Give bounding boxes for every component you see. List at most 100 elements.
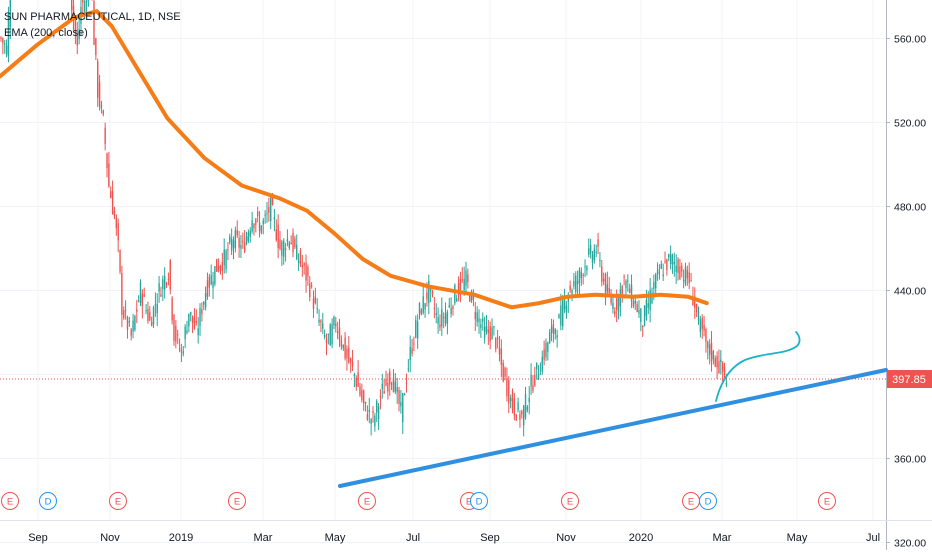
candle (552, 324, 555, 334)
candle (260, 225, 263, 233)
candle (348, 347, 350, 363)
candle (669, 253, 672, 265)
candle (400, 401, 402, 407)
earnings-marker[interactable]: E (561, 492, 579, 510)
candle (366, 414, 369, 420)
candle (422, 296, 424, 313)
candle (586, 266, 588, 271)
candle (256, 211, 259, 217)
candle (621, 286, 623, 295)
candle (377, 406, 380, 420)
candle (723, 366, 726, 376)
candle (569, 285, 571, 291)
candle (139, 282, 142, 304)
candle (359, 386, 361, 396)
event-marker-label: E (115, 497, 121, 508)
candle (210, 275, 212, 285)
candle (173, 315, 175, 341)
candle (307, 266, 309, 277)
candle (195, 320, 197, 323)
y-tick-label: 320.00 (894, 538, 926, 550)
candle (601, 266, 603, 282)
candle (227, 249, 229, 251)
event-marker-circle (1, 492, 19, 510)
chart-legend: SUN PHARMACEUTICAL, 1D, NSE EMA (200, cl… (4, 9, 181, 41)
candle (424, 303, 426, 310)
candle (245, 236, 248, 244)
candle (4, 43, 6, 45)
candle (106, 153, 108, 169)
candle (656, 269, 659, 275)
candle (152, 306, 155, 325)
candle (403, 394, 406, 396)
candle (429, 286, 432, 292)
candle (426, 292, 428, 300)
dividend-marker[interactable]: D (39, 492, 57, 510)
candle (322, 323, 324, 329)
candle (705, 329, 707, 342)
event-marker-circle (39, 492, 57, 510)
candle (418, 302, 421, 314)
candle (301, 265, 304, 268)
earnings-marker[interactable]: E (1, 492, 19, 510)
candle (550, 326, 553, 333)
candle (7, 13, 10, 57)
earnings-marker[interactable]: E (818, 492, 836, 510)
candle (143, 294, 145, 297)
candle (610, 296, 612, 304)
candle (5, 45, 8, 55)
candle (325, 339, 328, 344)
event-marker-label: D (476, 497, 483, 508)
candle (543, 349, 545, 360)
candle (182, 351, 184, 354)
candle (560, 305, 562, 326)
candle (351, 361, 354, 367)
candle (312, 298, 315, 309)
candle (340, 339, 343, 347)
candle (363, 390, 365, 403)
candle (84, 1, 86, 13)
event-marker-label: E (7, 497, 13, 508)
candle (346, 348, 348, 359)
candle (463, 278, 465, 291)
candle (710, 342, 713, 362)
candle (649, 289, 651, 311)
candle (694, 296, 696, 309)
dividend-marker[interactable]: D (470, 492, 488, 510)
candle (353, 374, 356, 377)
candle (264, 214, 266, 216)
candle (469, 294, 471, 302)
candle (119, 250, 121, 272)
candle (513, 398, 516, 416)
candle (344, 337, 346, 359)
projection-curve (715, 331, 801, 402)
candle (444, 313, 447, 324)
candle (485, 326, 488, 332)
earnings-marker[interactable]: E (682, 492, 700, 510)
candle (333, 316, 335, 326)
support-trendline (338, 368, 888, 488)
event-marker-label: E (466, 497, 472, 508)
candle (653, 282, 655, 289)
earnings-marker[interactable]: E (358, 492, 376, 510)
candle (383, 391, 385, 394)
candle (638, 309, 640, 314)
candle (686, 269, 689, 279)
candle (571, 289, 573, 295)
candle (675, 265, 677, 272)
candle (535, 362, 538, 370)
candles (0, 0, 728, 437)
earnings-marker[interactable]: E (109, 492, 127, 510)
candle (476, 312, 478, 322)
candle (431, 291, 434, 295)
candle (134, 315, 136, 330)
x-tick-label: Jul (406, 532, 420, 544)
candle (199, 307, 201, 326)
event-marker-circle (561, 492, 579, 510)
x-tick-label: 2019 (169, 532, 193, 544)
dividend-marker[interactable]: D (699, 492, 717, 510)
earnings-marker[interactable]: E (228, 492, 246, 510)
candle (292, 232, 294, 253)
